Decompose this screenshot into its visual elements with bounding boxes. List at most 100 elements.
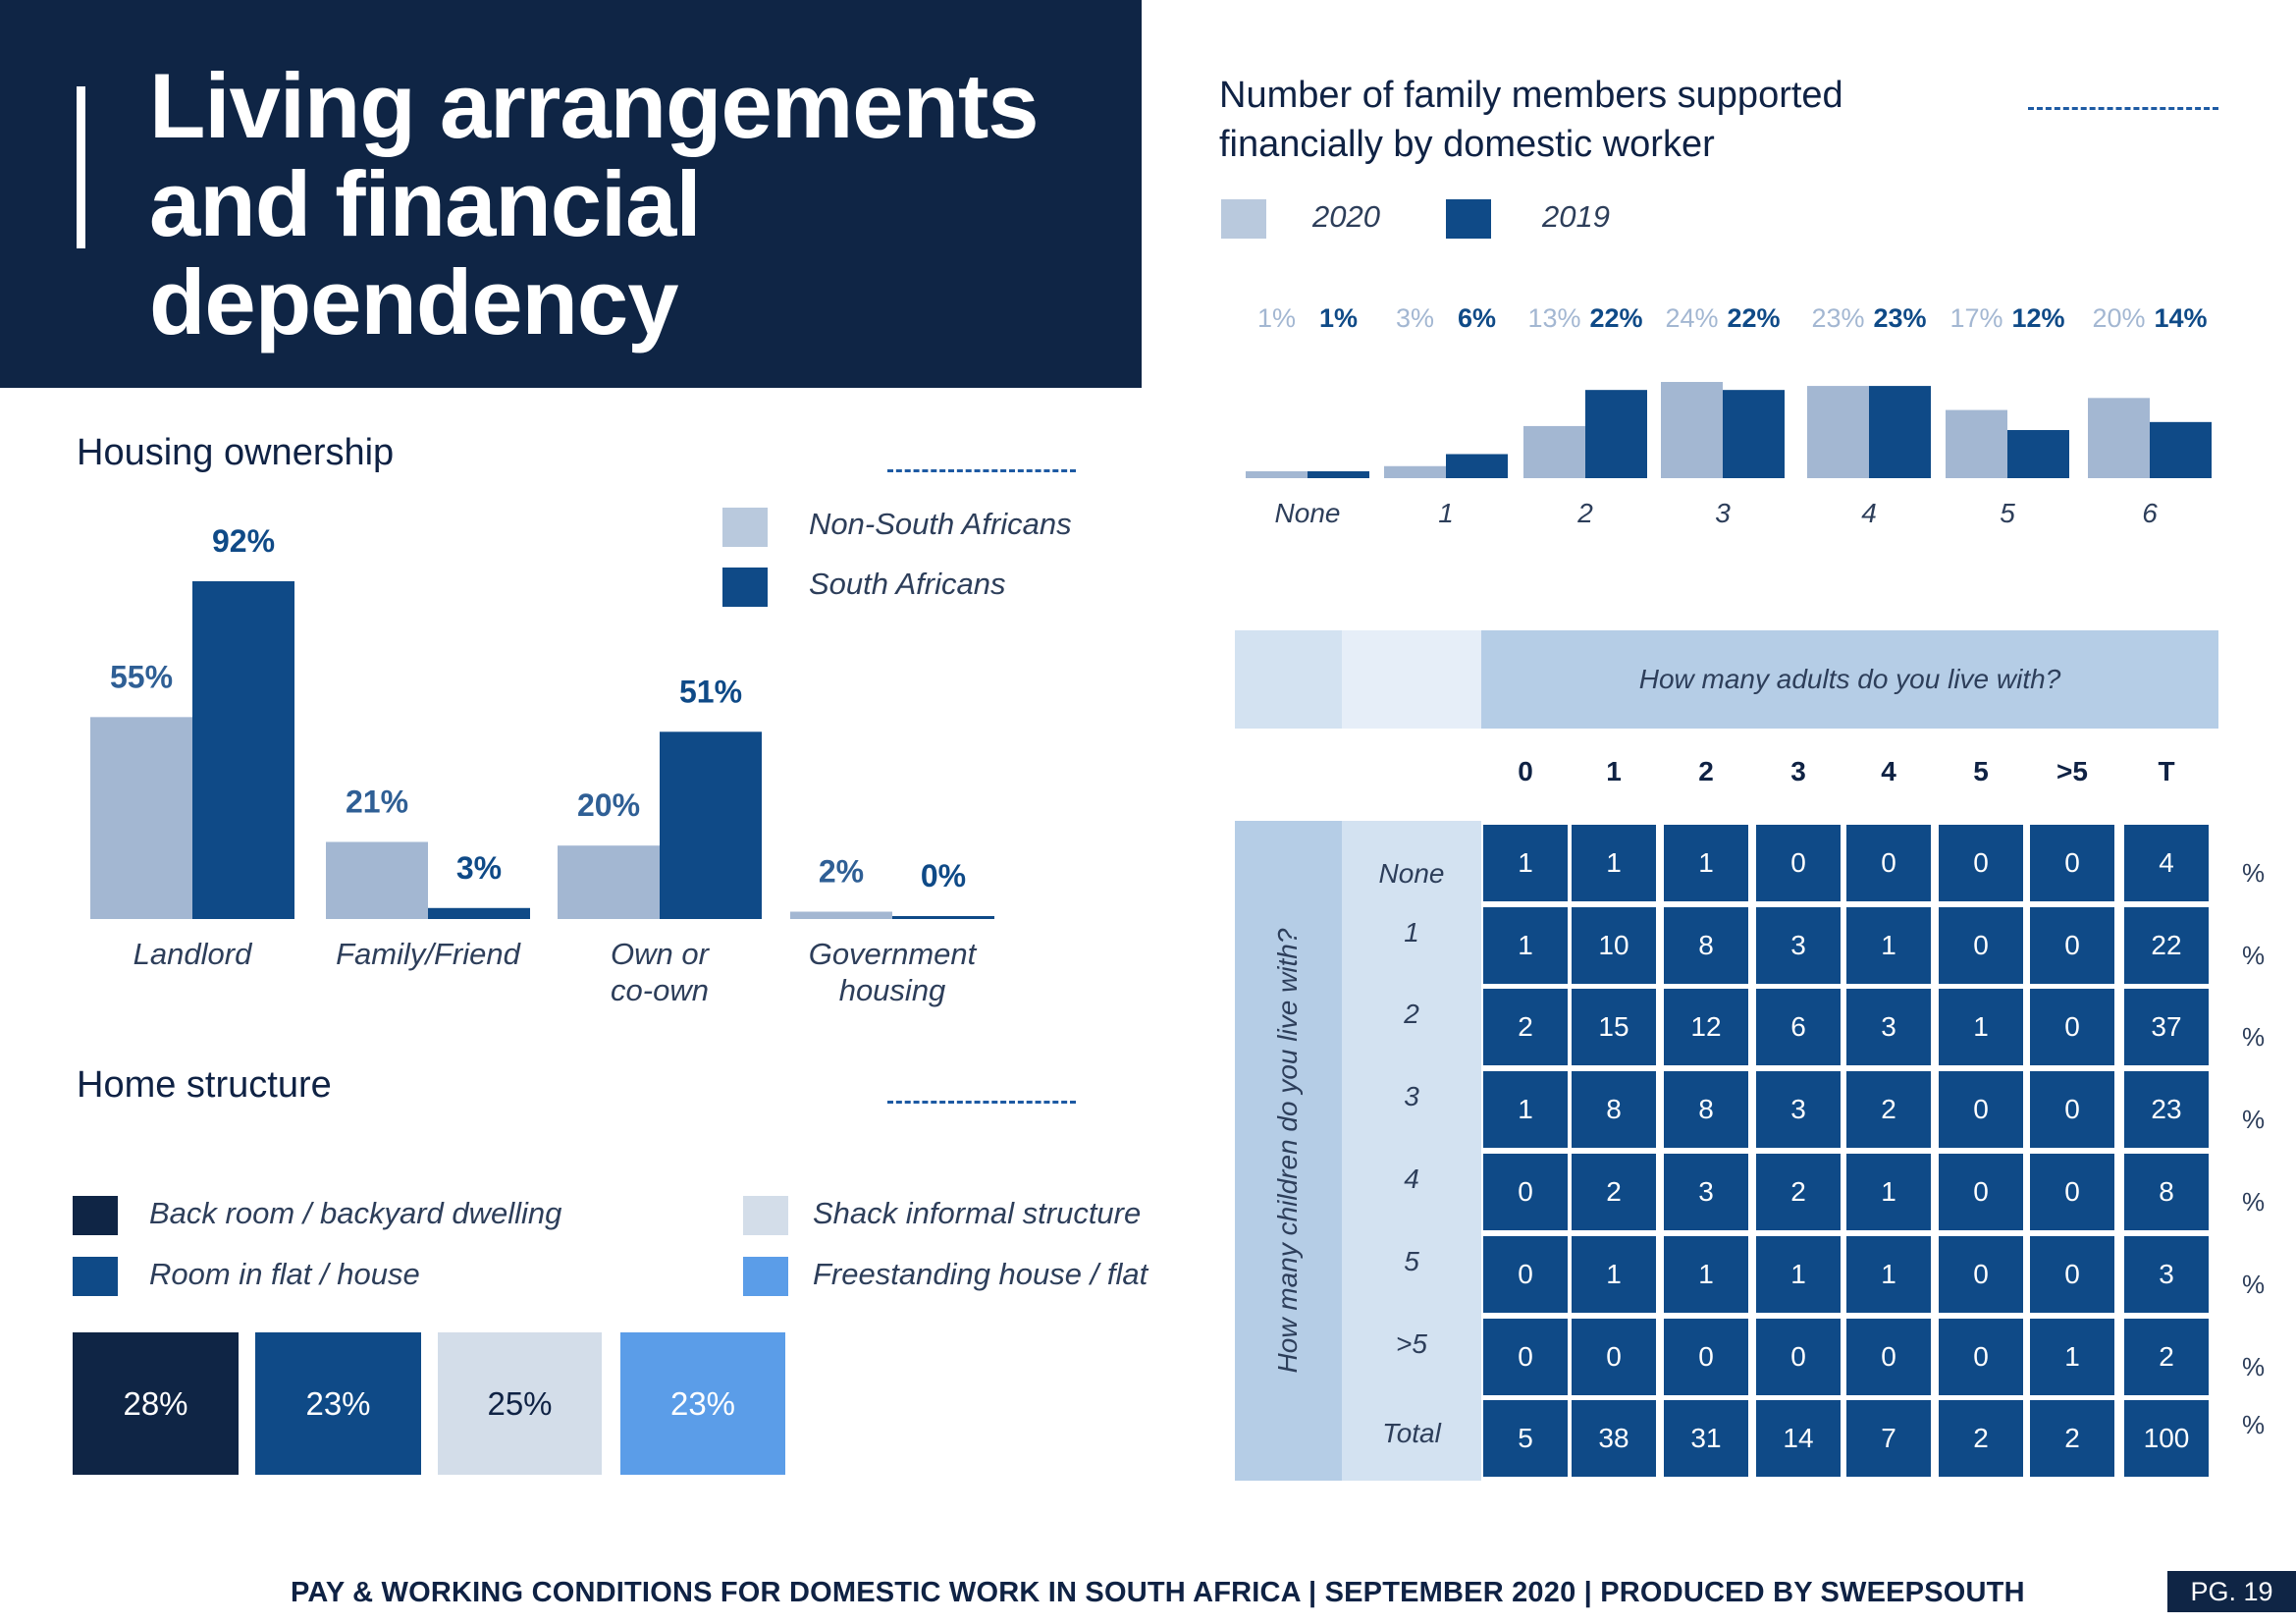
matrix-column-header-t: T bbox=[2158, 756, 2175, 786]
housing-value-label-government-housing-non-south-africans: 2% bbox=[819, 854, 864, 890]
matrix-cell: 38 bbox=[1572, 1400, 1656, 1477]
family-bar-2-2020 bbox=[1523, 425, 1585, 478]
legend-swatch-room-in-flat bbox=[73, 1257, 118, 1296]
matrix-cell: 3 bbox=[1756, 907, 1841, 984]
matrix-column-header-gt5: >5 bbox=[2056, 756, 2088, 786]
matrix-cell: 0 bbox=[1483, 1319, 1568, 1395]
matrix-column-header-5: 5 bbox=[1973, 756, 1989, 786]
matrix-row-label-2: 2 bbox=[1404, 999, 1419, 1029]
legend-label-shack: Shack informal structure bbox=[813, 1196, 1142, 1230]
housing-category-label-landlord-0: Landlord bbox=[133, 937, 253, 971]
matrix-percent-unit: % bbox=[2242, 1352, 2266, 1381]
matrix-cell: 5 bbox=[1483, 1400, 1568, 1477]
housing-value-label-landlord-non-south-africans: 55% bbox=[110, 659, 173, 694]
matrix-row-label-3: 3 bbox=[1404, 1081, 1419, 1111]
legend-label-room-in-flat: Room in flat / house bbox=[149, 1257, 420, 1291]
family-category-label-none: None bbox=[1275, 498, 1341, 528]
housing-value-label-landlord-south-africans: 92% bbox=[212, 523, 275, 559]
matrix-cell: 1 bbox=[1664, 1236, 1748, 1313]
matrix-column-header-2: 2 bbox=[1698, 756, 1714, 786]
matrix-cell: 6 bbox=[1756, 989, 1841, 1065]
matrix-cell: 7 bbox=[1846, 1400, 1931, 1477]
matrix-percent-unit: % bbox=[2242, 1270, 2266, 1299]
matrix-cell: 2 bbox=[2124, 1319, 2209, 1395]
legend-label-back-room: Back room / backyard dwelling bbox=[149, 1196, 562, 1230]
matrix-cell: 37 bbox=[2124, 989, 2209, 1065]
legend-label-sa: South Africans bbox=[809, 567, 1006, 601]
housing-bar-own-or-co-own-south-africans bbox=[660, 731, 762, 919]
matrix-percent-unit: % bbox=[2242, 1022, 2266, 1052]
housing-category-label-own-or-co-own-0: Own or bbox=[611, 937, 711, 971]
page-title-line-1: Living arrangements bbox=[149, 54, 1040, 157]
matrix-cell: 1 bbox=[1846, 907, 1931, 984]
family-value-label-4-2020: 23% bbox=[1811, 303, 1864, 333]
home-structure-back-room: 28% bbox=[73, 1332, 239, 1475]
matrix-cell: 0 bbox=[1756, 1319, 1841, 1395]
legend-label-non-sa: Non-South Africans bbox=[809, 507, 1072, 541]
matrix-cell: 0 bbox=[1939, 1319, 2023, 1395]
housing-bar-family-friend-south-africans bbox=[428, 907, 530, 919]
matrix-cell: 0 bbox=[1846, 825, 1931, 901]
family-value-label-6-2019: 14% bbox=[2154, 303, 2207, 333]
matrix-cell: 0 bbox=[2030, 907, 2114, 984]
matrix-cell: 12 bbox=[1664, 989, 1748, 1065]
housing-category-label-government-housing-0: Government bbox=[809, 937, 978, 971]
matrix-cell: 1 bbox=[1572, 1236, 1656, 1313]
legend-swatch-sa bbox=[722, 568, 768, 607]
family-category-label-2: 2 bbox=[1576, 498, 1593, 528]
matrix-cell: 8 bbox=[2124, 1154, 2209, 1230]
legend-swatch-2019 bbox=[1446, 199, 1491, 239]
matrix-cell: 1 bbox=[1939, 989, 2023, 1065]
family-bar-3-2019 bbox=[1723, 390, 1785, 478]
matrix-cell: 0 bbox=[1572, 1319, 1656, 1395]
matrix-header-blank-1 bbox=[1235, 630, 1342, 729]
matrix-cell: 0 bbox=[2030, 1071, 2114, 1148]
housing-value-label-family-friend-non-south-africans: 21% bbox=[346, 784, 408, 819]
housing-bar-government-housing-south-africans bbox=[892, 916, 994, 919]
family-bar-none-2019 bbox=[1308, 471, 1369, 478]
matrix-percent-unit: % bbox=[2242, 1187, 2266, 1217]
family-bar-5-2020 bbox=[1946, 409, 2007, 478]
matrix-cell: 0 bbox=[1846, 1319, 1931, 1395]
home-structure-room-in-flat: 23% bbox=[255, 1332, 421, 1475]
matrix-cell: 0 bbox=[1939, 1154, 2023, 1230]
matrix-cell: 8 bbox=[1664, 1071, 1748, 1148]
housing-value-label-own-or-co-own-non-south-africans: 20% bbox=[577, 787, 640, 823]
matrix-cell: 0 bbox=[1483, 1154, 1568, 1230]
legend-label-freestanding: Freestanding house / flat bbox=[813, 1257, 1148, 1291]
family-value-label-5-2019: 12% bbox=[2011, 303, 2064, 333]
matrix-cell: 2 bbox=[1846, 1071, 1931, 1148]
matrix-column-title: How many adults do you live with? bbox=[1481, 630, 2218, 729]
housing-value-label-own-or-co-own-south-africans: 51% bbox=[679, 674, 742, 709]
matrix-cell: 1 bbox=[1483, 825, 1568, 901]
matrix-cell: 0 bbox=[2030, 825, 2114, 901]
matrix-cell: 2 bbox=[2030, 1400, 2114, 1477]
family-heading: Number of family members supported finan… bbox=[1219, 71, 1843, 169]
housing-bar-landlord-non-south-africans bbox=[90, 717, 192, 919]
matrix-header-blank-2 bbox=[1342, 630, 1481, 729]
housing-value-label-family-friend-south-africans: 3% bbox=[456, 850, 502, 886]
family-value-label-2-2019: 22% bbox=[1589, 303, 1642, 333]
matrix-row-label-total: Total bbox=[1382, 1418, 1441, 1448]
housing-category-label-government-housing-1: housing bbox=[839, 973, 946, 1007]
family-value-label-1-2020: 3% bbox=[1396, 303, 1434, 333]
matrix-cell: 0 bbox=[2030, 1154, 2114, 1230]
housing-divider bbox=[887, 469, 1076, 472]
matrix-row-label-none: None bbox=[1378, 858, 1445, 889]
housing-bar-own-or-co-own-non-south-africans bbox=[558, 845, 660, 919]
matrix-cell: 1 bbox=[1664, 825, 1748, 901]
matrix-percent-unit: % bbox=[2242, 1410, 2266, 1439]
matrix-cell: 4 bbox=[2124, 825, 2209, 901]
matrix-row-title-strip bbox=[1235, 821, 1342, 1481]
family-bar-1-2019 bbox=[1446, 454, 1508, 478]
family-members-chart: 1% 1% None 3% 6% 1 13% 22% 2 24% 22% 3 23% 23% 4 17% 12%… bbox=[1246, 303, 2212, 528]
matrix-cell: 0 bbox=[1483, 1236, 1568, 1313]
family-value-label-3-2019: 22% bbox=[1727, 303, 1780, 333]
family-value-label-1-2019: 6% bbox=[1458, 303, 1496, 333]
matrix-cell: 3 bbox=[1664, 1154, 1748, 1230]
title-block: Living arrangements and financial depend… bbox=[0, 0, 1142, 388]
family-category-label-1: 1 bbox=[1438, 498, 1454, 528]
family-value-label-none-2020: 1% bbox=[1257, 303, 1296, 333]
matrix-percent-unit: % bbox=[2242, 1105, 2266, 1134]
family-bar-2-2019 bbox=[1585, 390, 1647, 478]
